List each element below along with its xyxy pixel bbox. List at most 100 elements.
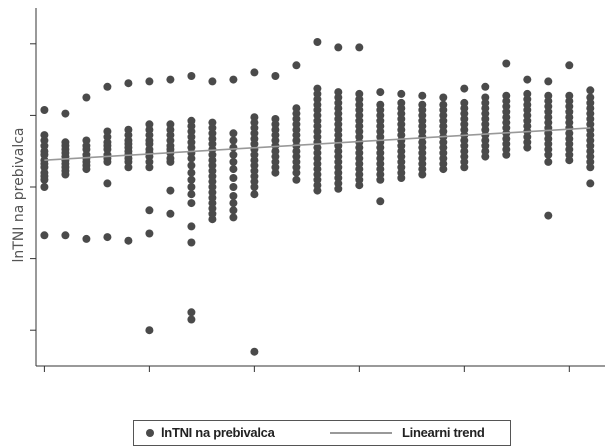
data-points [40, 38, 595, 356]
data-point [166, 186, 175, 195]
data-point [544, 211, 553, 220]
data-point [271, 168, 280, 177]
data-point [481, 82, 490, 91]
legend: lnTNI na prebivalca Linearni trend [133, 420, 511, 446]
data-point [586, 163, 595, 172]
data-point [187, 154, 196, 163]
scatter-chart: lnTNI na prebivalca [11, 8, 605, 372]
data-point [187, 183, 196, 191]
data-point [208, 77, 217, 86]
data-point [397, 174, 406, 182]
x-axis-ticks [43, 366, 570, 372]
data-point [187, 72, 196, 80]
data-point [313, 38, 322, 46]
data-point [103, 179, 112, 188]
data-point [103, 157, 112, 166]
data-point [40, 175, 49, 184]
data-point [586, 179, 595, 188]
data-point [103, 233, 112, 242]
data-point [313, 186, 322, 195]
data-point [61, 231, 70, 240]
data-point [145, 163, 154, 172]
data-point [124, 236, 133, 245]
data-point [187, 238, 196, 247]
data-point [481, 152, 490, 161]
data-point [208, 215, 217, 224]
data-point [355, 181, 364, 190]
legend-label-points: lnTNI na prebivalca [161, 425, 275, 440]
data-point [334, 184, 343, 193]
data-point [544, 157, 553, 166]
data-point [40, 231, 49, 240]
data-point [292, 175, 301, 184]
data-point [355, 43, 364, 52]
data-point [187, 161, 196, 170]
data-point [166, 75, 175, 84]
data-point [229, 213, 238, 222]
data-point [292, 61, 301, 70]
data-point [187, 175, 196, 184]
data-point [229, 136, 238, 145]
data-point [145, 77, 154, 86]
data-point [292, 168, 301, 177]
data-point [544, 77, 553, 86]
legend-label-trend: Linearni trend [402, 425, 485, 440]
data-point [502, 150, 511, 159]
y-axis-ticks [30, 43, 36, 331]
data-point [145, 229, 154, 238]
data-point [418, 91, 427, 100]
data-point [145, 206, 154, 215]
data-point [250, 183, 259, 191]
data-point [187, 308, 196, 317]
data-point [187, 222, 196, 231]
data-point [82, 93, 91, 102]
data-point [229, 192, 238, 200]
data-point [334, 43, 343, 52]
data-point [565, 156, 574, 165]
y-axis-label: lnTNI na prebivalca [11, 127, 27, 262]
data-point [502, 59, 511, 68]
data-point [103, 82, 112, 91]
data-point [82, 234, 91, 243]
data-point [376, 197, 385, 206]
data-point [229, 206, 238, 215]
data-point [229, 143, 238, 152]
data-point [397, 89, 406, 98]
data-point [565, 61, 574, 70]
data-point [166, 157, 175, 166]
data-point [229, 75, 238, 84]
data-point [187, 190, 196, 199]
data-point [460, 163, 469, 172]
data-point [187, 199, 196, 208]
data-point [40, 106, 49, 114]
data-point [229, 150, 238, 159]
data-point [229, 183, 238, 191]
data-point [460, 84, 469, 93]
legend-item-trend: Linearni trend [330, 425, 485, 440]
data-point [250, 190, 259, 199]
data-point [187, 168, 196, 177]
data-point [145, 326, 154, 335]
data-point [61, 109, 70, 118]
data-point [586, 86, 595, 95]
data-point [229, 199, 238, 208]
legend-marker-icon [146, 428, 154, 437]
data-point [40, 183, 49, 191]
trend-line [44, 127, 591, 161]
data-point [82, 165, 91, 174]
data-point [271, 72, 280, 80]
data-point [439, 93, 448, 102]
data-point [523, 75, 532, 84]
data-point [187, 315, 196, 324]
data-point [229, 174, 238, 182]
data-point [61, 170, 70, 179]
legend-item-points: lnTNI na prebivalca [146, 425, 275, 440]
data-point [523, 143, 532, 152]
data-point [376, 88, 385, 97]
legend-line-icon [330, 431, 392, 434]
data-point [124, 163, 133, 172]
data-point [229, 165, 238, 174]
data-point [439, 165, 448, 174]
data-point [544, 150, 553, 159]
data-point [229, 157, 238, 166]
